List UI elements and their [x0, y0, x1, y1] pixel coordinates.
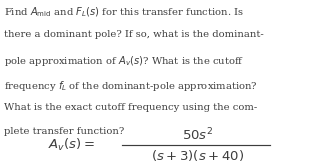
Text: $50s^2$: $50s^2$ — [182, 126, 213, 143]
Text: plete transfer function?: plete transfer function? — [4, 127, 124, 136]
Text: $(s + 3)(s + 40)$: $(s + 3)(s + 40)$ — [151, 148, 244, 163]
Text: frequency $f_L$ of the dominant-pole approximation?: frequency $f_L$ of the dominant-pole app… — [4, 79, 258, 92]
Text: pole approximation of $A_v(s)$? What is the cutoff: pole approximation of $A_v(s)$? What is … — [4, 54, 244, 68]
Text: Find $A_{\mathrm{mid}}$ and $F_L(s)$ for this transfer function. Is: Find $A_{\mathrm{mid}}$ and $F_L(s)$ for… — [4, 6, 244, 19]
Text: What is the exact cutoff frequency using the com-: What is the exact cutoff frequency using… — [4, 103, 257, 112]
Text: there a dominant pole? If so, what is the dominant-: there a dominant pole? If so, what is th… — [4, 30, 264, 39]
Text: $A_v(s) =$: $A_v(s) =$ — [48, 137, 95, 153]
